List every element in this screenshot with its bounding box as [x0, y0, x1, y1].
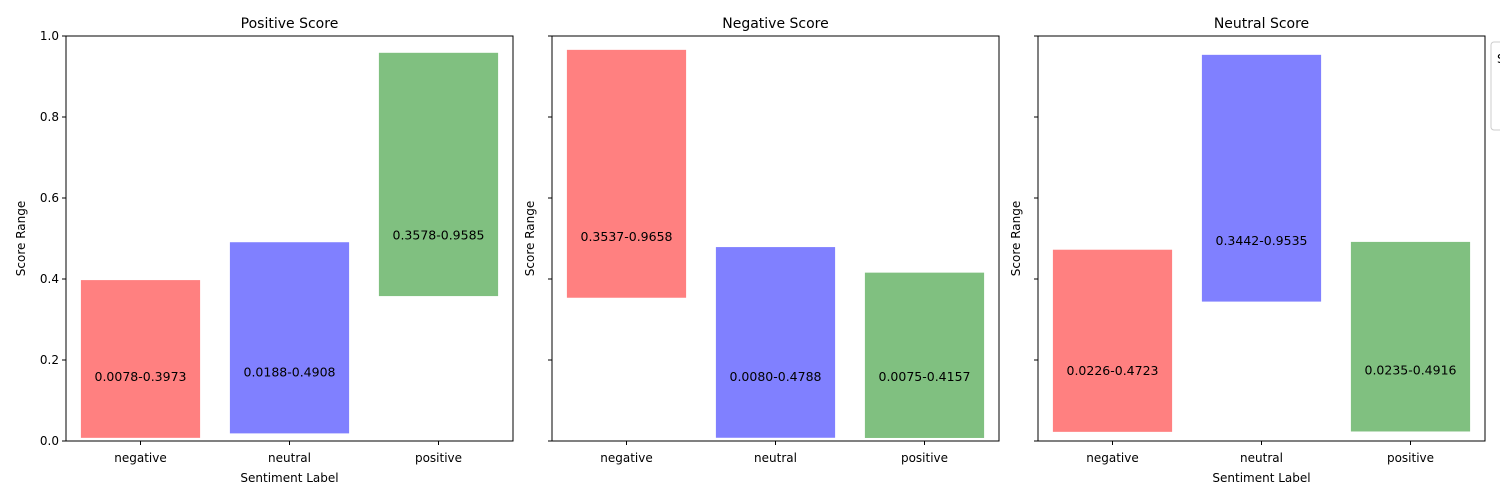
bar-value-label: 0.0075-0.4157 [879, 369, 971, 384]
bar-neutral [229, 242, 350, 434]
y-axis-label: Score Range [523, 201, 537, 276]
y-tick-label: 1.0 [40, 29, 59, 43]
x-tick-label: negative [1086, 451, 1138, 465]
y-tick-label: 0.2 [40, 353, 59, 367]
bar-negative [80, 280, 201, 438]
y-tick-label: 0.4 [40, 272, 59, 286]
x-axis-label: Sentiment Label [1212, 471, 1310, 485]
legend: S [1490, 41, 1500, 131]
bar-value-label: 0.3442-0.9535 [1216, 233, 1308, 248]
bar-positive [864, 272, 985, 438]
x-tick-label: positive [1387, 451, 1434, 465]
legend-title: S [1497, 52, 1500, 66]
x-tick-label: positive [901, 451, 948, 465]
x-tick-label: positive [415, 451, 462, 465]
x-tick-label: neutral [1240, 451, 1283, 465]
bar-value-label: 0.0078-0.3973 [95, 369, 187, 384]
x-axis-label: Sentiment Label [240, 471, 338, 485]
bar-neutral [715, 247, 836, 438]
bar-value-label: 0.0188-0.4908 [244, 365, 336, 380]
chart-title: Neutral Score [1214, 16, 1309, 32]
bar-positive [1350, 241, 1471, 432]
bar-value-label: 0.0080-0.4788 [730, 369, 822, 384]
chart-panel-1: 0.0078-0.3973 negative 0.0188-0.4908 neutra… [14, 16, 514, 485]
x-tick-label: neutral [754, 451, 797, 465]
bar-negative [1052, 249, 1173, 432]
bar-neutral [1201, 54, 1322, 302]
x-tick-label: neutral [268, 451, 311, 465]
chart-panel-3: 0.0226-0.4723 negative 0.3442-0.9535 neutra… [1009, 16, 1486, 485]
chart-title: Negative Score [722, 16, 829, 32]
plot-frame [65, 35, 514, 442]
x-tick-label: negative [600, 451, 652, 465]
bar-positive [378, 52, 499, 297]
y-axis-label: Score Range [1009, 201, 1023, 276]
y-tick-label: 0.6 [40, 191, 59, 205]
bar-value-label: 0.0226-0.4723 [1067, 363, 1159, 378]
plot-frame [551, 35, 1000, 442]
plot-frame [1037, 35, 1486, 442]
chart-title: Positive Score [241, 16, 339, 32]
x-tick-label: negative [114, 451, 166, 465]
y-tick-label: 0.0 [40, 434, 59, 448]
bar-value-label: 0.0235-0.4916 [1365, 363, 1457, 378]
y-axis-label: Score Range [14, 201, 28, 276]
bar-value-label: 0.3578-0.9585 [393, 227, 485, 242]
chart-panel-2: 0.3537-0.9658 negative 0.0080-0.4788 neutra… [523, 16, 1000, 465]
y-tick-label: 0.8 [40, 110, 59, 124]
legend-box [1490, 41, 1500, 131]
bar-value-label: 0.3537-0.9658 [581, 229, 673, 244]
bar-negative [566, 49, 687, 298]
